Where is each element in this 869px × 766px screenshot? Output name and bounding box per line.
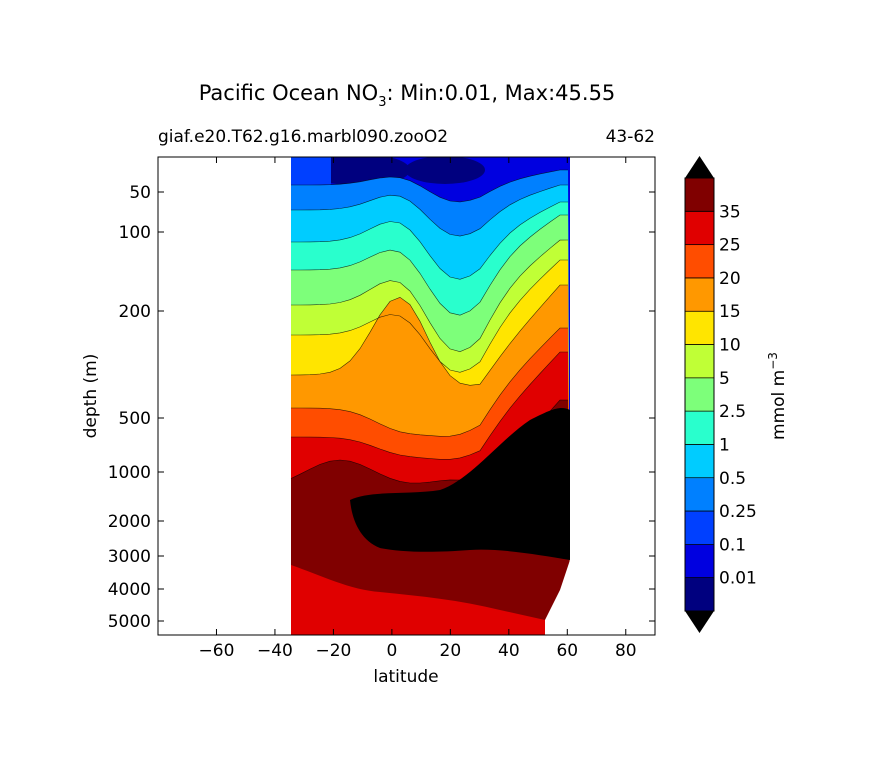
contour-line xyxy=(291,239,569,353)
x-tick-label: −20 xyxy=(315,641,351,661)
x-tick-label: 20 xyxy=(440,641,462,661)
colorbar-segment xyxy=(685,344,714,379)
contour-band xyxy=(405,157,485,184)
colorbar-segment xyxy=(685,311,714,346)
colorbar-tick-label: 15 xyxy=(719,302,741,322)
contour-fill-group xyxy=(291,157,655,635)
plot-area xyxy=(157,156,656,636)
plot-frame xyxy=(157,156,656,636)
colorbar-segment xyxy=(685,477,714,512)
y-tick-label: 500 xyxy=(119,409,151,429)
colorbar-tick-label: 0.25 xyxy=(719,502,757,522)
contour-line-group xyxy=(290,169,569,484)
contour-line xyxy=(291,214,568,316)
x-tick-label: 80 xyxy=(615,641,637,661)
y-axis-label: depth (m) xyxy=(81,354,101,439)
x-tick-label: 0 xyxy=(386,641,397,661)
contour-band-max xyxy=(350,408,570,560)
y-axis: 50 100 200 500 1000 2000 3000 4000 5000 xyxy=(108,183,655,632)
contour-line xyxy=(291,169,568,203)
colorbar-segment xyxy=(685,411,714,445)
y-tick-label: 3000 xyxy=(108,547,151,567)
contour-line xyxy=(291,259,568,373)
colorbar-segment xyxy=(685,211,714,246)
colorbar-tick-label: 0.01 xyxy=(719,569,757,589)
colorbar-tick-label: 2.5 xyxy=(719,402,746,422)
colorbar-segment xyxy=(685,244,714,279)
colorbar-tick-label: 25 xyxy=(719,236,741,256)
colorbar-label: mmol m−3 xyxy=(766,352,789,440)
colorbar-tick-label: 1 xyxy=(719,435,730,455)
colorbar-tick-label: 0.5 xyxy=(719,469,746,489)
colorbar-segment xyxy=(685,577,714,612)
contour-line xyxy=(291,351,568,460)
x-axis-label: latitude xyxy=(373,667,438,687)
colorbar-segment xyxy=(685,377,714,412)
y-tick-label: 2000 xyxy=(108,512,151,532)
colorbar-extend-min xyxy=(685,611,714,633)
contour-line xyxy=(291,201,568,280)
colorbar-tick-label: 20 xyxy=(719,269,741,289)
contour-line xyxy=(291,184,568,237)
y-tick-label: 4000 xyxy=(108,580,151,600)
x-tick-label: 60 xyxy=(556,641,578,661)
contour-line xyxy=(291,327,568,437)
chart-subtitle-left: giaf.e20.T62.g16.marbl090.zooO2 xyxy=(158,127,448,147)
contour-line xyxy=(290,284,568,386)
colorbar-tick-label: 0.1 xyxy=(719,535,746,555)
contour-line xyxy=(290,399,568,484)
y-tick-label: 200 xyxy=(119,302,151,322)
y-tick-label: 50 xyxy=(129,183,151,203)
colorbar-segment xyxy=(685,444,714,479)
colorbar-segment xyxy=(685,544,714,579)
y-tick-label: 100 xyxy=(119,223,151,243)
colorbar-segment xyxy=(685,511,714,545)
x-tick-label: 40 xyxy=(498,641,520,661)
colorbar-tick-label: 5 xyxy=(719,369,730,389)
x-axis: −60 −40 −20 0 20 40 60 80 xyxy=(199,157,637,661)
x-tick-label: −60 xyxy=(199,641,235,661)
contour-band xyxy=(291,565,545,635)
colorbar-frame xyxy=(684,177,715,612)
chart-subtitle-right: 43-62 xyxy=(606,127,655,147)
colorbar-tick-label: 10 xyxy=(719,336,741,356)
x-tick-label: −40 xyxy=(257,641,293,661)
land-mask xyxy=(545,157,655,635)
colorbar: 0.01 0.1 0.25 0.5 1 2.5 5 10 15 20 25 35 xyxy=(684,156,757,633)
colorbar-segment xyxy=(685,277,714,312)
y-tick-label: 5000 xyxy=(108,612,151,632)
colorbar-tick-label: 35 xyxy=(719,202,741,222)
chart-title: Pacific Ocean NO3: Min:0.01, Max:45.55 xyxy=(199,81,616,110)
y-tick-label: 1000 xyxy=(108,463,151,483)
colorbar-segment xyxy=(685,178,714,212)
colorbar-extend-max xyxy=(685,156,714,178)
